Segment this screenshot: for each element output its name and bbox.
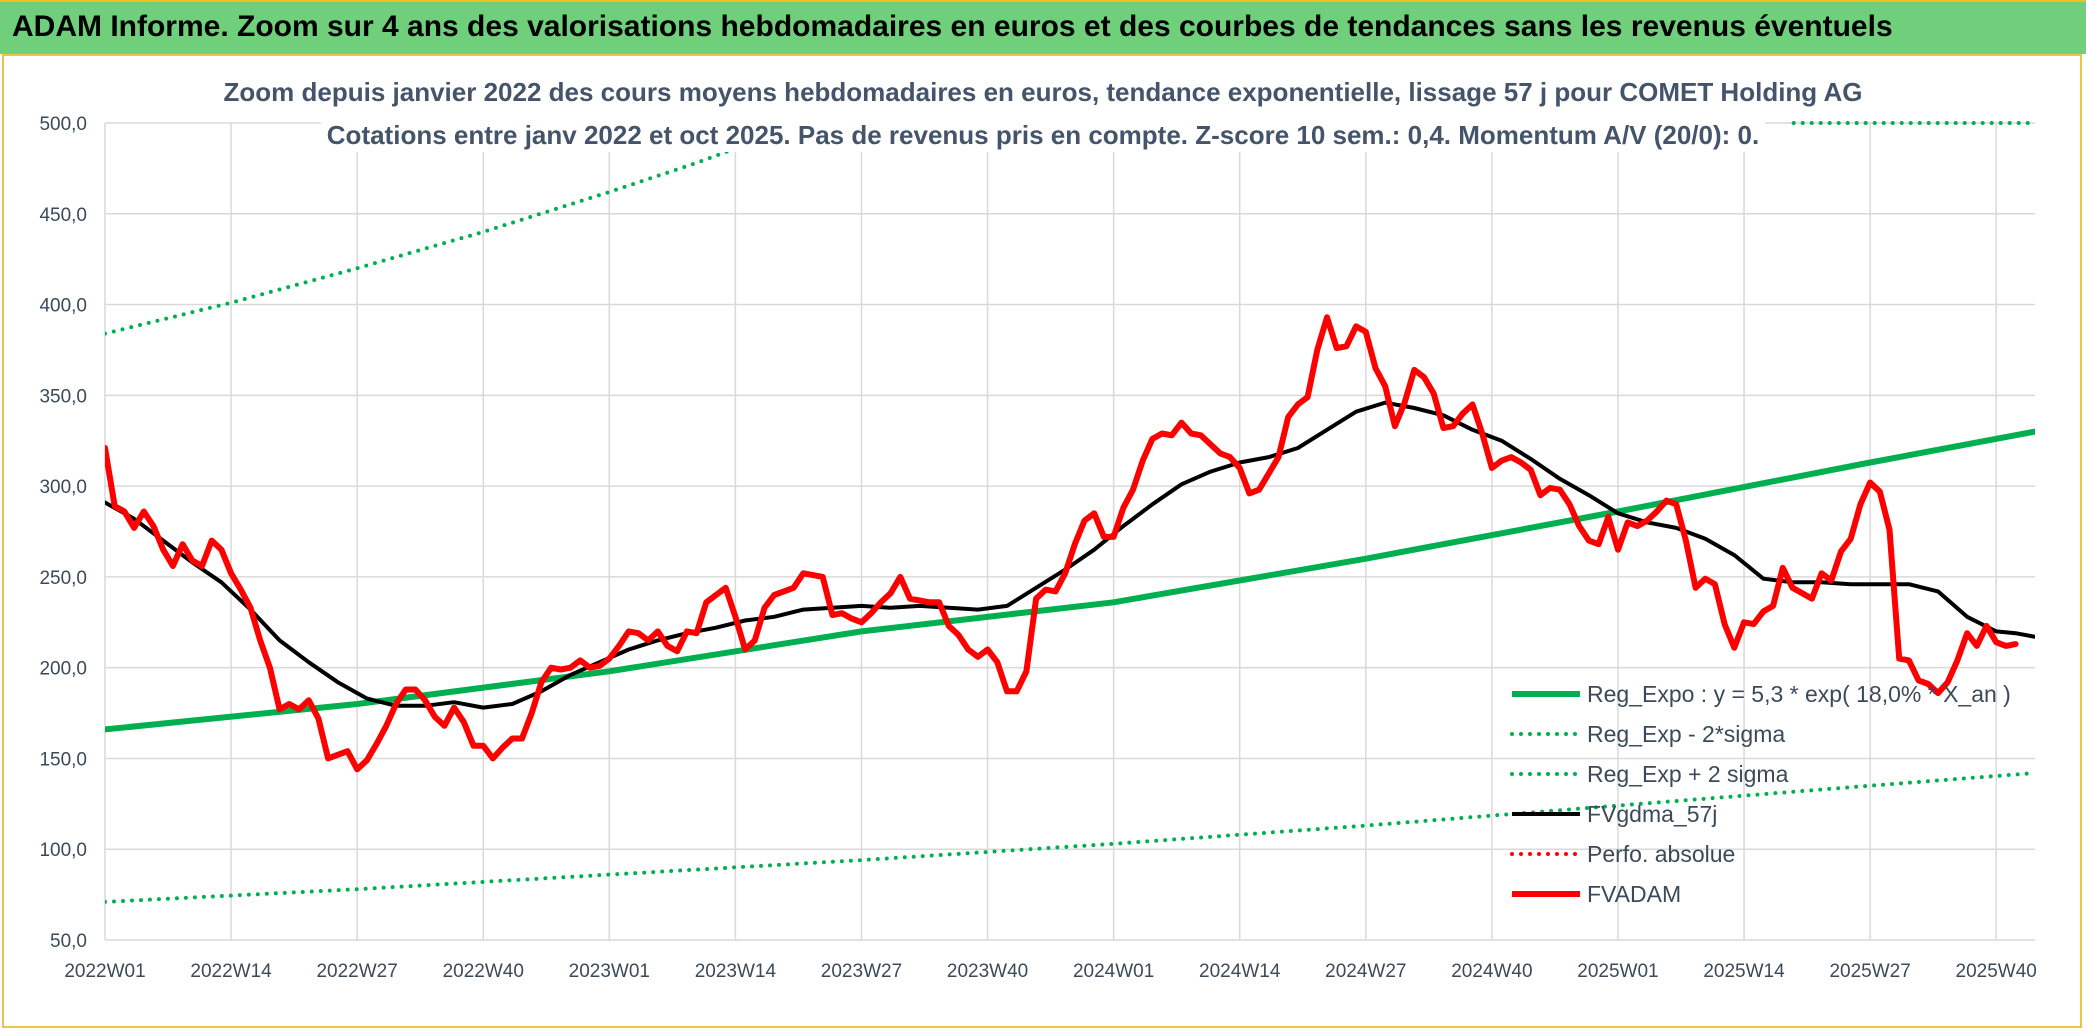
y-tick-label: 250,0 [39,568,87,589]
x-tick-label: 2025W40 [1956,961,2037,982]
series-line-5 [105,314,2019,773]
x-tick-label: 2022W01 [64,961,145,982]
legend-label: Reg_Exp + 2 sigma [1587,761,1789,787]
title-background [320,118,1766,152]
x-tick-label: 2025W27 [1829,961,1910,982]
x-tick-label: 2023W14 [695,961,777,982]
series-line-2 [105,120,2035,336]
chart-title-line: Cotations entre janv 2022 et oct 2025. P… [327,120,1759,150]
y-tick-label: 300,0 [39,477,87,498]
x-tick-label: 2023W40 [947,961,1028,982]
x-axis-ticks: 2022W01 2022W14 2022W27 2022W40 2023W01 2023W… [64,961,2037,982]
legend-label: FVADAM [1587,881,1681,907]
y-axis-ticks: 50,0 100,0 150,0 200,0 250,0 300,0 350,0 400,0 4… [39,114,87,952]
gridlines [104,122,2035,941]
banner-title: ADAM Informe. Zoom sur 4 ans des valoris… [12,10,1893,43]
series-line-1 [105,771,2035,904]
x-tick-label: 2023W01 [569,961,650,982]
x-tick-label: 2025W01 [1577,961,1658,982]
x-tick-label: 2024W27 [1325,961,1406,982]
x-tick-label: 2022W14 [190,961,272,982]
x-tick-label: 2022W27 [316,961,397,982]
y-tick-label: 200,0 [39,659,87,680]
y-tick-label: 150,0 [39,749,87,770]
x-tick-label: 2024W14 [1199,961,1281,982]
x-tick-label: 2022W40 [443,961,524,982]
y-tick-label: 350,0 [39,386,87,407]
title-banner: ADAM Informe. Zoom sur 4 ans des valoris… [0,0,2086,54]
x-tick-label: 2025W14 [1703,961,1785,982]
legend-label: Perfo. absolue [1587,841,1735,867]
y-tick-label: 500,0 [39,114,87,135]
chart-title: Zoom depuis janvier 2022 des cours moyen… [217,75,1869,152]
x-tick-label: 2023W27 [821,961,902,982]
chart-frame [2,54,2082,1028]
legend-label: FVgdma_57j [1587,801,1717,827]
y-tick-label: 450,0 [39,205,87,226]
chart-title-line: Zoom depuis janvier 2022 des cours moyen… [224,77,1863,107]
series-lines [105,120,2035,904]
y-tick-label: 100,0 [39,840,87,861]
y-tick-label: 400,0 [39,296,87,317]
legend: Reg_Expo : y = 5,3 * exp( 18,0% * X_an )… [1510,681,2011,907]
legend-label: Reg_Expo : y = 5,3 * exp( 18,0% * X_an ) [1587,681,2011,707]
x-tick-label: 2024W01 [1073,961,1154,982]
y-tick-label: 50,0 [50,931,87,952]
title-background [217,75,1869,109]
series-line-0 [105,428,2035,733]
legend-label: Reg_Exp - 2*sigma [1587,721,1785,747]
x-tick-label: 2024W40 [1451,961,1532,982]
